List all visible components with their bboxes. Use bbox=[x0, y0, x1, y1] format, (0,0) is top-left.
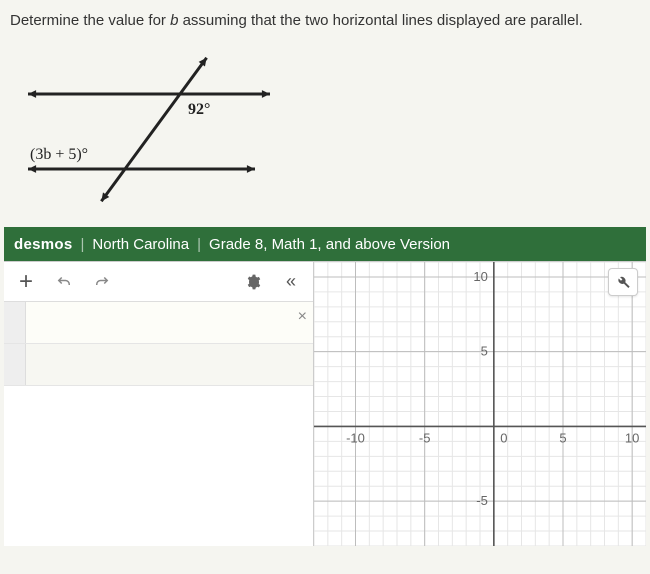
coordinate-plane[interactable]: -10 -5 0 5 10 -5 5 10 bbox=[314, 262, 646, 546]
settings-icon[interactable] bbox=[237, 267, 269, 297]
svg-text:5: 5 bbox=[559, 430, 566, 445]
graph-settings-button[interactable] bbox=[608, 268, 638, 296]
svg-text:10: 10 bbox=[473, 269, 487, 284]
desmos-brand: desmos bbox=[14, 236, 73, 253]
redo-button[interactable] bbox=[86, 267, 118, 297]
expression-input[interactable] bbox=[26, 344, 313, 385]
expression-list: × bbox=[4, 302, 313, 546]
question-suffix: assuming that the two horizontal lines d… bbox=[178, 12, 582, 29]
desmos-header-bar: desmos | North Carolina | Grade 8, Math … bbox=[4, 227, 646, 261]
svg-text:0: 0 bbox=[500, 430, 507, 445]
svg-text:(3b + 5)°: (3b + 5)° bbox=[30, 146, 88, 163]
expression-row[interactable]: × bbox=[4, 302, 313, 344]
separator: | bbox=[81, 236, 85, 253]
desmos-region: North Carolina bbox=[92, 236, 189, 253]
collapse-panel-button[interactable]: « bbox=[275, 267, 307, 297]
question-text: Determine the value for b assuming that … bbox=[0, 0, 650, 35]
svg-text:-5: -5 bbox=[476, 493, 488, 508]
delete-expression-icon[interactable]: × bbox=[298, 308, 307, 326]
expression-toolbar: + « bbox=[4, 262, 313, 302]
svg-text:5: 5 bbox=[481, 344, 488, 359]
add-expression-button[interactable]: + bbox=[10, 267, 42, 297]
expression-index bbox=[4, 344, 26, 385]
undo-button[interactable] bbox=[48, 267, 80, 297]
svg-text:-10: -10 bbox=[346, 430, 365, 445]
desmos-app: desmos | North Carolina | Grade 8, Math … bbox=[4, 227, 646, 546]
question-prefix: Determine the value for bbox=[10, 12, 170, 29]
desmos-panels: + « × -10 -5 0 5 10 -5 5 10 bbox=[4, 261, 646, 546]
expression-index bbox=[4, 302, 26, 343]
expression-panel: + « × bbox=[4, 262, 314, 546]
svg-text:-5: -5 bbox=[419, 430, 431, 445]
expression-row[interactable] bbox=[4, 344, 313, 386]
svg-text:92°: 92° bbox=[188, 101, 210, 118]
desmos-version: Grade 8, Math 1, and above Version bbox=[209, 236, 450, 253]
angle-diagram: 92° (3b + 5)° bbox=[10, 39, 350, 219]
expression-input[interactable]: × bbox=[26, 302, 313, 343]
separator: | bbox=[197, 236, 201, 253]
graph-panel[interactable]: -10 -5 0 5 10 -5 5 10 bbox=[314, 262, 646, 546]
svg-text:10: 10 bbox=[625, 430, 639, 445]
